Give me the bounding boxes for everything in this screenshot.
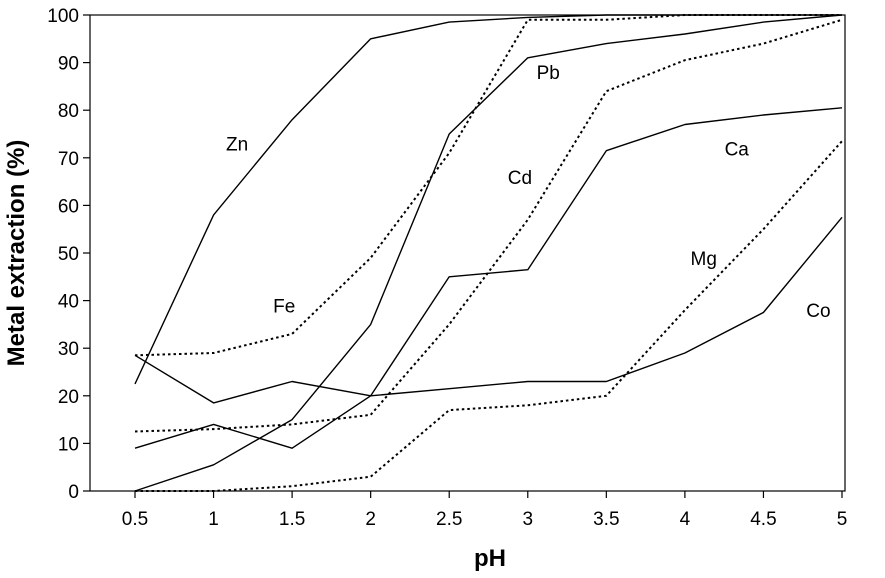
y-axis: 0 10 20 30 40 50 60 70 80 90 100 bbox=[47, 6, 90, 503]
series-labels: Zn Fe Pb Cd Ca Mg Co bbox=[226, 63, 831, 322]
y-axis-title: Metal extraction (%) bbox=[3, 140, 30, 367]
x-tick-label: 4 bbox=[680, 509, 691, 530]
series-line-pb bbox=[134, 14, 843, 492]
x-tick-label: 1.5 bbox=[279, 509, 305, 530]
y-tick-label: 70 bbox=[58, 149, 79, 170]
y-tick-label: 80 bbox=[58, 101, 79, 122]
x-tick-label: 0.5 bbox=[122, 509, 148, 530]
series-line-ca bbox=[134, 107, 843, 449]
series-line-mg bbox=[135, 140, 843, 492]
series-line-cd bbox=[134, 18, 843, 433]
series-label-ca: Ca bbox=[725, 139, 750, 160]
series-line-fe bbox=[134, 14, 842, 357]
x-tick-label: 1 bbox=[208, 509, 219, 530]
series-label-mg: Mg bbox=[691, 249, 717, 270]
series-layer bbox=[134, 14, 843, 492]
y-tick-label: 20 bbox=[58, 387, 79, 408]
x-axis: 0.5 1 1.5 2 2.5 3 3.5 4 4.5 5 bbox=[122, 491, 848, 530]
x-tick-label: 2.5 bbox=[436, 509, 462, 530]
y-tick-label: 0 bbox=[68, 482, 79, 503]
x-tick-label: 3.5 bbox=[593, 509, 619, 530]
series-label-zn: Zn bbox=[226, 135, 248, 156]
series-label-fe: Fe bbox=[273, 296, 295, 317]
series-label-pb: Pb bbox=[537, 63, 560, 84]
x-tick-label: 2 bbox=[365, 509, 376, 530]
y-tick-label: 40 bbox=[58, 292, 79, 313]
series-line-co bbox=[134, 216, 843, 404]
series-label-cd: Cd bbox=[508, 168, 532, 189]
series-line-zn bbox=[134, 14, 842, 385]
y-tick-label: 90 bbox=[58, 54, 79, 75]
x-tick-label: 3 bbox=[522, 509, 533, 530]
y-tick-label: 100 bbox=[47, 6, 79, 27]
y-tick-label: 10 bbox=[58, 434, 79, 455]
x-tick-label: 4.5 bbox=[750, 509, 776, 530]
x-axis-title: pH bbox=[474, 545, 506, 572]
x-tick-label: 5 bbox=[837, 509, 848, 530]
series-label-co: Co bbox=[806, 301, 830, 322]
y-tick-label: 60 bbox=[58, 196, 79, 217]
y-tick-label: 50 bbox=[58, 244, 79, 265]
y-tick-label: 30 bbox=[58, 339, 79, 360]
plot-area bbox=[89, 14, 846, 492]
